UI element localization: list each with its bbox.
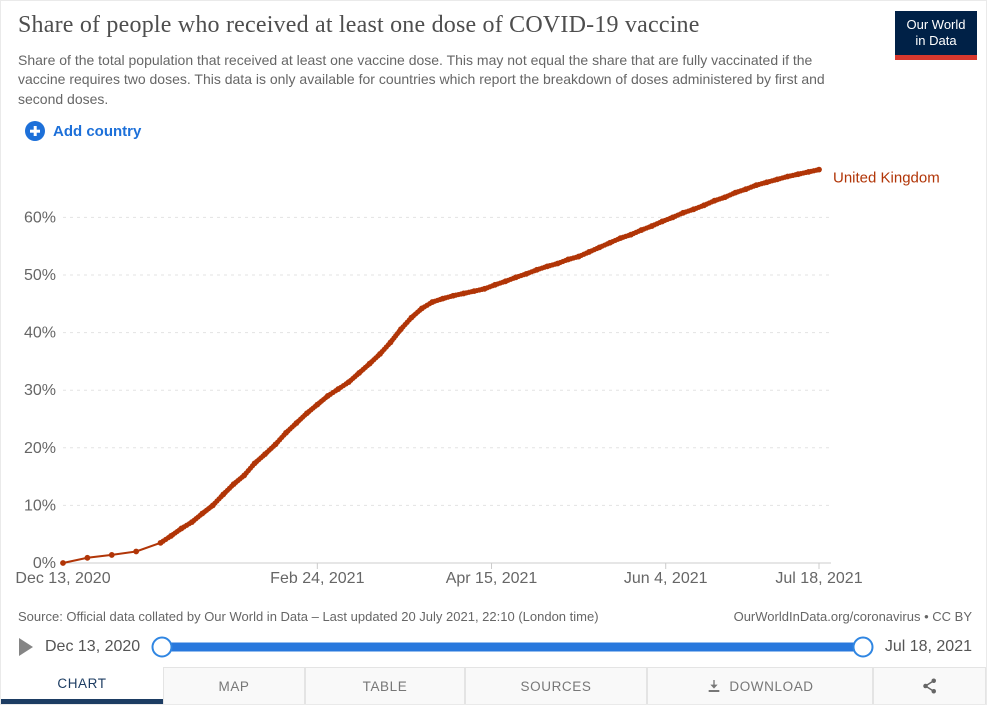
timeline-end-handle[interactable] (852, 636, 874, 658)
source-link[interactable]: OurWorldInData.org/coronavirus • CC BY (733, 609, 972, 624)
plus-icon (25, 121, 45, 141)
chart-plot-area[interactable]: 0% 10% 20% 30% 40% 50% 60% Dec 13, 2020 Feb 24, … (1, 149, 987, 601)
tab-sources[interactable]: SOURCES (465, 667, 647, 704)
timeline-slider[interactable] (151, 636, 874, 658)
play-icon[interactable] (19, 638, 33, 656)
download-icon (709, 680, 720, 692)
chart-subtitle: Share of the total population that recei… (18, 52, 825, 107)
series-line (62, 168, 820, 564)
entity-label: United Kingdom (833, 170, 940, 187)
owid-logo[interactable]: Our World in Data (895, 11, 977, 60)
x-axis-label: Jun 4, 2021 (624, 570, 708, 587)
owid-logo-line2: in Data (915, 33, 957, 49)
timeline-end-date: Jul 18, 2021 (884, 638, 972, 655)
timeline-start-date: Dec 13, 2020 (45, 638, 141, 655)
add-country-label: Add country (53, 122, 142, 140)
y-axis-label: 20% (24, 440, 56, 457)
source-text: Source: Official data collated by Our Wo… (18, 609, 599, 624)
data-point (84, 554, 91, 561)
share-icon (922, 678, 936, 694)
tab-chart[interactable]: CHART (1, 667, 163, 704)
tab-download[interactable]: DOWNLOAD (647, 667, 873, 704)
page-title: Share of people who received at least on… (18, 12, 700, 38)
y-axis-label: 0% (33, 555, 56, 572)
y-axis-label: 50% (24, 267, 56, 284)
tab-map[interactable]: MAP (163, 667, 305, 704)
tab-map-label: MAP (218, 678, 250, 694)
x-axis-label: Apr 15, 2021 (446, 570, 538, 587)
tab-chart-label: CHART (57, 675, 107, 691)
tab-table-label: TABLE (362, 678, 408, 694)
y-axis-label: 60% (24, 209, 56, 226)
tab-sources-label: SOURCES (520, 678, 592, 694)
y-axis-label: 30% (24, 382, 56, 399)
tab-download-label: DOWNLOAD (729, 678, 814, 694)
data-point (816, 166, 822, 173)
timeline-start-handle[interactable] (151, 636, 173, 658)
x-axis-label: Dec 13, 2020 (15, 570, 110, 587)
share-button[interactable] (873, 667, 986, 704)
data-point (60, 560, 66, 566)
tab-bar: CHART MAP TABLE SOURCES DOWNLOAD (1, 667, 986, 704)
source-row: Source: Official data collated by Our Wo… (18, 609, 972, 624)
owid-logo-line1: Our World (906, 17, 966, 32)
chart-area: 0% 10% 20% 30% 40% 50% 60% Dec 13, 2020 Feb 24, … (1, 149, 987, 601)
x-axis-label: Jul 18, 2021 (775, 570, 862, 587)
y-axis-label: 10% (24, 497, 56, 514)
add-country-button[interactable]: Add country (25, 121, 141, 141)
tab-table[interactable]: TABLE (305, 667, 465, 704)
y-axis-label: 40% (24, 325, 56, 342)
data-point (108, 552, 115, 558)
x-axis-label: Feb 24, 2021 (270, 570, 364, 587)
data-point (133, 548, 140, 555)
timeline-slider-track[interactable] (162, 642, 863, 652)
timeline: Dec 13, 2020 Jul 18, 2021 (19, 633, 972, 661)
